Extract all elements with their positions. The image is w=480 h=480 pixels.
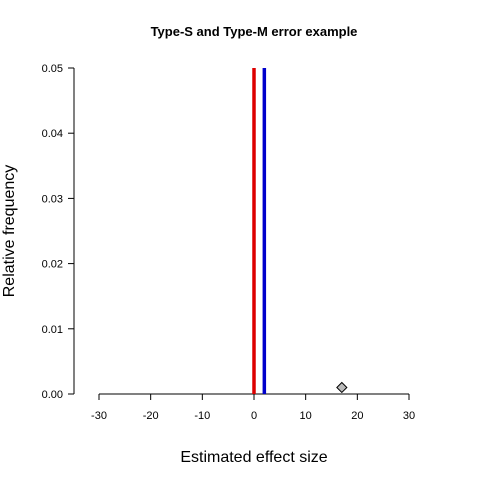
y-tick-label: 0.02 — [42, 259, 63, 271]
y-tick-label: 0.04 — [42, 128, 63, 140]
x-tick-label: 10 — [300, 410, 312, 422]
x-tick-label: -30 — [91, 410, 107, 422]
chart-title: Type-S and Type-M error example — [151, 24, 358, 39]
y-tick-label: 0.00 — [42, 389, 63, 401]
x-tick-label: -20 — [143, 410, 159, 422]
x-axis: -30 -20 -10 0 10 20 30 — [91, 393, 415, 422]
x-tick-label: 30 — [403, 410, 415, 422]
x-tick-label: 20 — [351, 410, 363, 422]
y-axis-label: Relative frequency — [1, 165, 18, 298]
plot-area — [252, 68, 348, 394]
x-tick-label: 0 — [251, 410, 257, 422]
y-tick-label: 0.01 — [42, 324, 63, 336]
y-tick-label: 0.05 — [42, 63, 63, 75]
x-tick-label: -10 — [194, 410, 210, 422]
y-tick-label: 0.03 — [42, 193, 63, 205]
diamond-point — [336, 381, 348, 394]
x-axis-label: Estimated effect size — [180, 449, 327, 466]
y-axis: 0.00 0.01 0.02 0.03 0.04 0.05 — [42, 63, 75, 401]
